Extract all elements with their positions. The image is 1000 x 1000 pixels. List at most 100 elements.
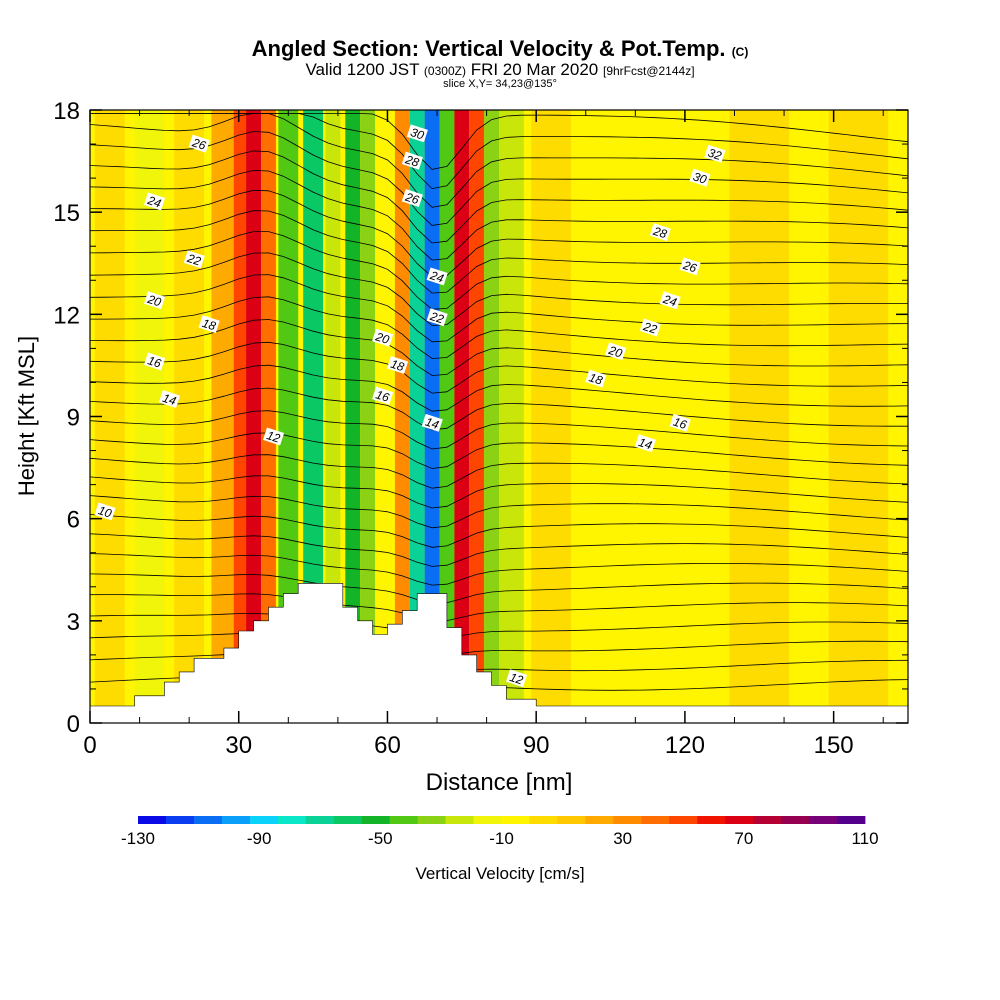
- x-tick-label: 60: [374, 732, 401, 759]
- contour-label-3: 20: [143, 291, 166, 310]
- colorbar-swatch-20: [697, 816, 726, 824]
- velocity-band-19: [484, 110, 499, 723]
- velocity-field: [90, 110, 908, 723]
- contour-label-25: 18: [585, 369, 607, 388]
- contour-label-text: 24: [428, 268, 446, 286]
- velocity-band-17: [454, 110, 470, 723]
- contour-label-text: 22: [641, 319, 659, 337]
- velocity-band-6: [261, 110, 276, 723]
- isentrope-line-27: [90, 113, 908, 208]
- contour-label-box: [372, 328, 394, 347]
- isentrope-line-20: [90, 252, 908, 326]
- x-tick-label: 30: [225, 732, 252, 759]
- isentrope-line-24: [90, 169, 908, 261]
- colorbar-swatch-7: [333, 816, 363, 824]
- contour-label-1: 24: [143, 192, 166, 211]
- isentrope-line-6: [90, 553, 908, 586]
- y-tick-label: 0: [67, 711, 80, 738]
- velocity-band-22: [585, 110, 636, 723]
- colorbar-swatch-2: [193, 816, 223, 824]
- isentrope-line-8: [90, 514, 908, 548]
- contour-label-11: 26: [401, 189, 423, 207]
- x-axis: 0 30 60 90 120 150: [83, 110, 884, 759]
- isentrope-line-4: [90, 593, 908, 622]
- contour-label-text: 20: [373, 329, 391, 347]
- contour-label-text: 14: [161, 391, 178, 409]
- isentrope-line-9: [90, 495, 908, 529]
- contour-label-text: 16: [671, 415, 688, 433]
- contour-label-box: [679, 257, 701, 276]
- velocity-band-2: [174, 110, 205, 723]
- contour-label-text: 26: [680, 258, 698, 276]
- contour-label-2: 22: [183, 250, 205, 269]
- contour-label-text: 32: [706, 146, 723, 164]
- contour-label-text: 24: [661, 292, 679, 310]
- contour-label-text: 22: [428, 309, 446, 327]
- isentrope-line-15: [90, 364, 908, 412]
- contour-label-text: 26: [403, 189, 421, 207]
- contour-label-10: 28: [401, 151, 423, 170]
- colorbar-swatch-16: [585, 816, 614, 824]
- colorbar-swatch-12: [473, 816, 502, 824]
- colorbar-swatch-9: [389, 816, 419, 824]
- colorbar-tick-label: -10: [489, 829, 514, 848]
- isentrope-line-21: [90, 231, 908, 310]
- x-axis-label: Distance [nm]: [426, 769, 573, 796]
- contour-label-box: [386, 355, 409, 374]
- isentrope-line-10: [90, 475, 908, 509]
- isentrope-line-7: [90, 533, 908, 567]
- velocity-band-9: [325, 110, 341, 723]
- contour-label-box: [669, 413, 691, 432]
- contour-label-16: 16: [372, 386, 394, 405]
- velocity-band-25: [828, 110, 889, 723]
- contour-label-box: [585, 369, 607, 388]
- colorbar-tick-label: -130: [121, 829, 155, 848]
- isentrope-line-12: [90, 432, 908, 469]
- potential-temperature-contours: [90, 113, 908, 691]
- contour-labels: 2624222018161412103028262422201816143230…: [94, 124, 726, 688]
- contour-label-text: 12: [265, 428, 282, 446]
- colorbar-swatch-15: [557, 816, 586, 824]
- colorbar: -130 -90 -50 -10 30 70 110: [121, 816, 879, 848]
- contour-label-box: [401, 151, 423, 170]
- colorbar-swatch-0: [138, 816, 167, 824]
- velocity-band-20: [499, 110, 524, 723]
- contour-label-27: 14: [634, 434, 656, 453]
- contour-label-20: 28: [649, 223, 671, 241]
- contour-label-18: 32: [704, 144, 726, 164]
- contour-label-box: [505, 669, 528, 688]
- contour-label-text: 18: [200, 316, 217, 334]
- y-axis-label: Height [Kft MSL]: [14, 336, 39, 496]
- contour-label-text: 30: [409, 125, 426, 143]
- contour-label-text: 26: [190, 135, 208, 153]
- contour-label-text: 18: [587, 370, 604, 388]
- contour-label-text: 16: [146, 353, 163, 371]
- contour-label-text: 20: [145, 292, 163, 310]
- contour-label-box: [198, 315, 220, 334]
- contour-label-12: 24: [426, 267, 448, 286]
- colorbar-swatch-23: [781, 816, 810, 824]
- velocity-band-24: [729, 110, 790, 723]
- contour-label-5: 16: [143, 352, 166, 371]
- contour-label-13: 22: [426, 308, 448, 327]
- contour-label-box: [426, 267, 448, 286]
- isentrope-line-22: [90, 210, 908, 294]
- y-tick-label: 18: [53, 98, 80, 125]
- velocity-band-13: [394, 110, 410, 723]
- velocity-band-1: [134, 110, 165, 723]
- velocity-band-14: [409, 110, 425, 723]
- colorbar-swatch-17: [613, 816, 642, 824]
- contour-label-text: 28: [403, 152, 421, 170]
- contour-label-box: [94, 502, 116, 521]
- colorbar-swatch-21: [725, 816, 754, 824]
- contour-label-14: 20: [372, 328, 394, 347]
- valid-zulu: (0300Z): [423, 64, 466, 78]
- title-main: Angled Section: Vertical Velocity & Pot.…: [251, 36, 726, 61]
- contour-label-21: 26: [679, 257, 701, 276]
- contour-label-box: [401, 189, 423, 207]
- velocity-band-21: [531, 110, 571, 723]
- contour-label-text: 12: [508, 670, 525, 688]
- contour-label-text: 14: [424, 415, 441, 433]
- colorbar-tick-label: 30: [613, 829, 632, 848]
- colorbar-swatch-8: [361, 816, 391, 824]
